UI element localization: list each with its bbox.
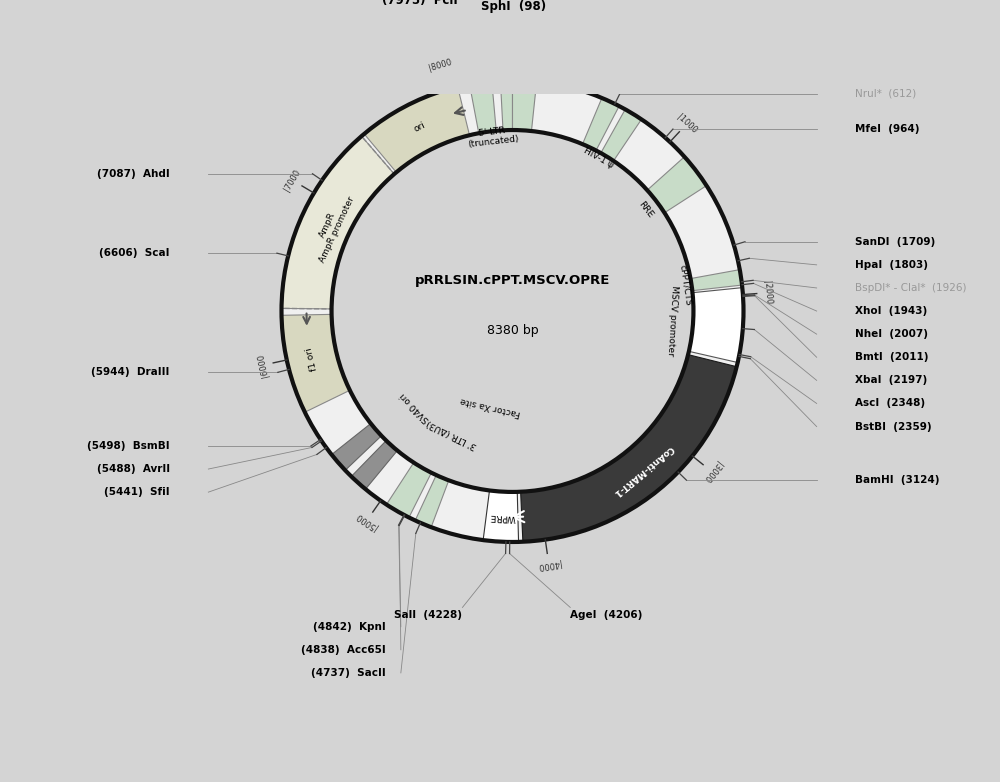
Text: 5' LTR
(truncated): 5' LTR (truncated): [466, 124, 519, 149]
Text: |1000: |1000: [675, 113, 699, 135]
Text: (5498)  BsmBI: (5498) BsmBI: [87, 441, 170, 451]
Text: NruI*  (612): NruI* (612): [855, 88, 916, 99]
Text: WPRE: WPRE: [489, 511, 516, 522]
Text: XhoI  (1943): XhoI (1943): [855, 306, 927, 316]
Text: HIV-1 ψ: HIV-1 ψ: [582, 146, 614, 170]
Text: |6000: |6000: [256, 353, 270, 378]
Circle shape: [282, 80, 744, 542]
Text: ori: ori: [412, 120, 427, 134]
Wedge shape: [647, 156, 707, 213]
Text: BamHI  (3124): BamHI (3124): [855, 475, 940, 485]
Wedge shape: [332, 424, 381, 470]
Text: AscI  (2348): AscI (2348): [855, 399, 925, 408]
Text: MfeI  (964): MfeI (964): [855, 124, 920, 134]
Wedge shape: [521, 355, 737, 542]
Text: BmtI  (2011): BmtI (2011): [855, 352, 929, 362]
Text: (4737)  SacII: (4737) SacII: [311, 668, 385, 678]
Text: Factor Xa site: Factor Xa site: [460, 396, 522, 418]
Text: (6606)  ScaI: (6606) ScaI: [99, 248, 170, 258]
Text: (4838)  Acc65I: (4838) Acc65I: [301, 645, 385, 655]
Wedge shape: [512, 80, 537, 131]
Wedge shape: [500, 80, 512, 131]
Text: CoAnti-MART-1: CoAnti-MART-1: [611, 443, 675, 497]
Text: NheI  (2007): NheI (2007): [855, 329, 928, 339]
Text: (4842)  KpnI: (4842) KpnI: [313, 622, 385, 632]
Text: cPPT/CTS: cPPT/CTS: [678, 264, 693, 307]
Wedge shape: [583, 98, 619, 150]
Text: 8380 bp: 8380 bp: [487, 324, 538, 337]
Text: AmpR
AmpR promoter: AmpR AmpR promoter: [309, 191, 357, 264]
Wedge shape: [689, 288, 743, 363]
Text: f1 ori: f1 ori: [305, 346, 319, 371]
Text: (7975)  PciI: (7975) PciI: [382, 0, 458, 7]
Text: SalI  (4228): SalI (4228): [394, 610, 462, 620]
Text: (5944)  DraIII: (5944) DraIII: [91, 368, 170, 378]
Wedge shape: [386, 463, 431, 518]
Text: pRRLSIN.cPPT.MSCV.OPRE: pRRLSIN.cPPT.MSCV.OPRE: [415, 274, 610, 287]
Text: XbaI  (2197): XbaI (2197): [855, 375, 927, 386]
Wedge shape: [483, 490, 519, 542]
Wedge shape: [282, 136, 394, 309]
Text: MSCV promoter: MSCV promoter: [665, 285, 679, 356]
Text: |8000: |8000: [428, 58, 453, 74]
Text: |4000: |4000: [536, 558, 561, 570]
Text: (5441)  SfiI: (5441) SfiI: [104, 487, 170, 497]
Text: SanDI  (1709): SanDI (1709): [855, 237, 935, 247]
Text: |5000: |5000: [354, 511, 379, 532]
Text: (5488)  AvrII: (5488) AvrII: [97, 464, 170, 474]
Wedge shape: [691, 270, 742, 291]
Text: HpaI  (1803): HpaI (1803): [855, 260, 928, 270]
Wedge shape: [282, 314, 350, 412]
Wedge shape: [601, 109, 641, 161]
Text: (7087)  AhdI: (7087) AhdI: [97, 169, 170, 179]
Text: RRE: RRE: [637, 199, 655, 219]
Text: SphI  (98): SphI (98): [481, 0, 546, 13]
Wedge shape: [469, 81, 496, 133]
Wedge shape: [415, 475, 449, 527]
Text: |2000: |2000: [762, 281, 773, 305]
Text: SV40 ori: SV40 ori: [398, 390, 431, 423]
Text: |3000: |3000: [700, 459, 723, 483]
Wedge shape: [351, 440, 397, 490]
Text: BstBI  (2359): BstBI (2359): [855, 421, 932, 432]
Circle shape: [332, 130, 693, 492]
Text: BspDI* - ClaI*  (1926): BspDI* - ClaI* (1926): [855, 283, 967, 293]
Wedge shape: [364, 87, 469, 172]
Text: |7000: |7000: [283, 168, 303, 193]
Text: AgeI  (4206): AgeI (4206): [570, 610, 643, 620]
Text: 3' LTR (ΔU3): 3' LTR (ΔU3): [426, 418, 479, 450]
